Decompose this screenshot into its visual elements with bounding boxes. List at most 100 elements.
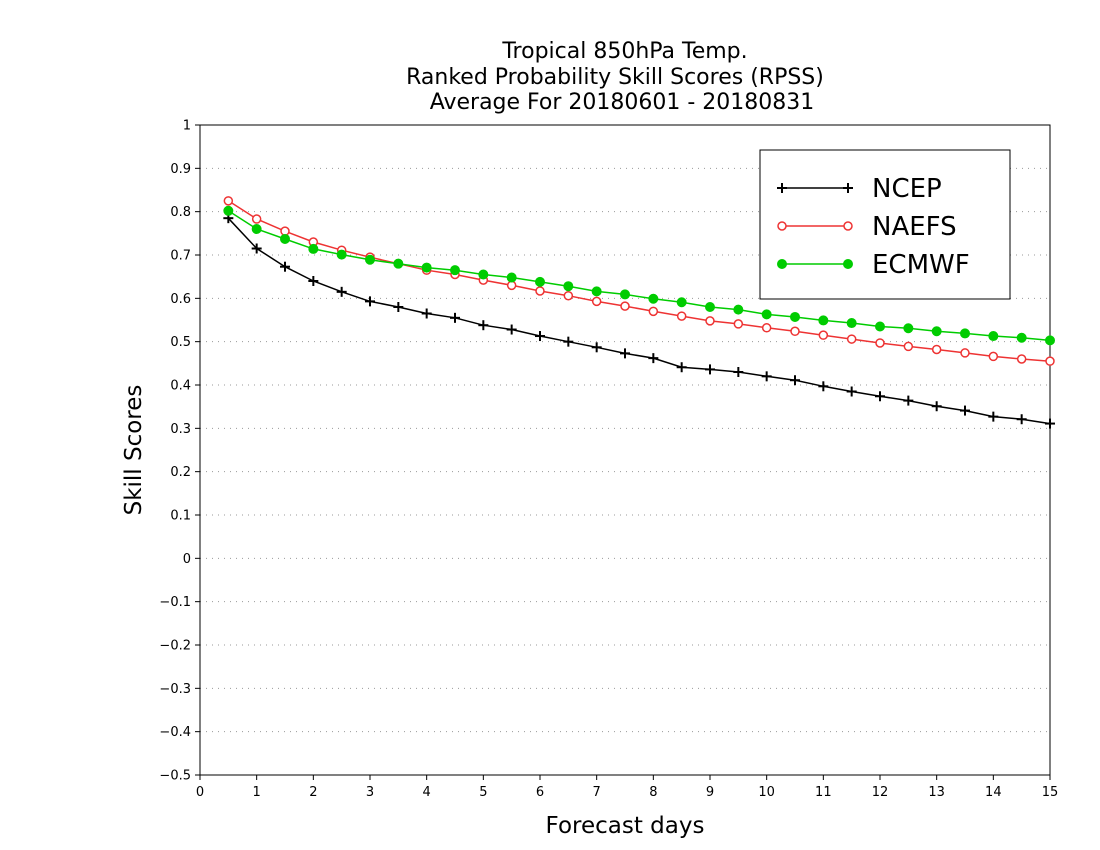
data-point-open-circle [818, 330, 829, 340]
y-tick-label: 0.2 [170, 465, 191, 480]
x-tick-label: 0 [196, 785, 204, 800]
data-point-plus [960, 405, 970, 416]
data-point-filled-circle [251, 224, 262, 234]
y-tick-label: 0.5 [170, 335, 191, 350]
data-point-filled-circle [988, 331, 999, 342]
y-tick-label: 0.9 [170, 162, 191, 177]
y-tick-label: −0.4 [159, 725, 191, 740]
legend-label: NAEFS [872, 212, 957, 242]
data-point-filled-circle [790, 311, 800, 322]
y-axis-title: Skill Scores [121, 385, 147, 516]
data-point-filled-circle [450, 265, 460, 276]
plot-frame [199, 124, 1051, 776]
data-point-open-circle [1016, 354, 1027, 364]
y-tick-label: 0.3 [170, 422, 191, 437]
legend-item-ecmwf: ECMWF [777, 250, 970, 280]
data-point-filled-circle [365, 254, 375, 265]
y-tick-label: −0.2 [159, 639, 191, 654]
data-point-filled-circle [393, 258, 404, 269]
data-point-open-circle [777, 221, 787, 231]
data-point-filled-circle [733, 304, 744, 315]
data-point-filled-circle [421, 262, 432, 273]
data-point-filled-circle [777, 259, 787, 269]
data-point-open-circle [563, 290, 574, 301]
data-point-filled-circle [705, 302, 715, 312]
data-point-open-circle [903, 341, 914, 352]
data-point-plus [818, 381, 829, 392]
y-tick-label: −0.5 [159, 769, 191, 784]
x-axis-title: Forecast days [546, 813, 705, 839]
data-point-filled-circle [931, 326, 942, 337]
y-tick-label: −0.1 [159, 595, 191, 610]
data-point-filled-circle [620, 289, 630, 300]
data-point-plus [365, 296, 375, 307]
x-tick-label: 9 [706, 785, 714, 800]
data-point-filled-circle [563, 281, 574, 292]
data-point-plus [478, 320, 489, 331]
data-point-filled-circle [478, 269, 489, 280]
data-point-plus [705, 364, 715, 375]
legend-item-ncep: NCEP [777, 174, 942, 204]
data-point-plus [280, 261, 290, 272]
x-tick-label: 13 [928, 785, 945, 800]
chart-title-line-3: Average For 20180601 - 20180831 [430, 90, 815, 115]
data-point-open-circle [648, 306, 659, 317]
x-tick-label: 3 [366, 785, 374, 800]
series-layer [223, 196, 1055, 429]
y-tick-label: 0.6 [170, 292, 191, 307]
data-point-plus [761, 371, 772, 382]
data-point-open-circle [960, 348, 970, 358]
legend: NCEP NAEFS ECMWF [759, 149, 1011, 300]
x-tick-label: 7 [593, 785, 601, 800]
legend-label: ECMWF [872, 250, 970, 280]
legend-item-naefs: NAEFS [777, 212, 957, 242]
data-point-filled-circle [843, 259, 853, 269]
data-point-filled-circle [308, 243, 319, 254]
y-tick-label: 0.8 [170, 205, 191, 220]
data-point-plus [903, 395, 914, 406]
x-tick-label: 4 [423, 785, 431, 800]
data-point-plus [843, 183, 853, 193]
data-point-filled-circle [960, 328, 970, 339]
legend-label: NCEP [872, 174, 942, 204]
y-tick-label: −0.3 [159, 682, 191, 697]
data-point-plus [790, 375, 800, 386]
series-naefs [223, 196, 1055, 366]
data-point-filled-circle [1016, 332, 1027, 343]
data-point-open-circle [1045, 356, 1055, 366]
x-tick-label: 5 [479, 785, 487, 800]
data-point-open-circle [761, 323, 772, 333]
legend-box [759, 149, 1011, 300]
x-tick-label: 10 [758, 785, 775, 800]
y-tick-label: 0.1 [170, 509, 191, 524]
data-point-open-circle [506, 280, 517, 291]
data-point-filled-circle [761, 309, 772, 320]
y-tick-label: 0.7 [170, 249, 191, 264]
data-point-plus [676, 362, 687, 373]
data-point-plus [777, 183, 787, 193]
data-point-filled-circle [506, 272, 517, 283]
y-tick-label: 0.4 [170, 379, 191, 394]
data-point-filled-circle [903, 323, 914, 334]
data-point-plus [648, 353, 659, 364]
data-point-open-circle [251, 214, 262, 224]
data-point-filled-circle [1045, 335, 1055, 346]
data-point-open-circle [988, 351, 999, 362]
data-point-filled-circle [535, 276, 545, 287]
data-point-plus [535, 331, 545, 342]
chart-title-line-2: Ranked Probability Skill Scores (RPSS) [406, 65, 824, 90]
data-point-filled-circle [676, 297, 687, 308]
data-point-plus [308, 276, 319, 286]
data-point-plus [450, 312, 460, 323]
data-point-plus [1045, 418, 1055, 429]
x-tick-label: 8 [649, 785, 657, 800]
data-point-plus [733, 367, 744, 377]
data-point-filled-circle [336, 249, 347, 260]
axis-ticks: −0.5 −0.4 −0.3 −0.2 −0.1 0 0.1 0.2 0.3 0.4 0.5 0.6 0… [159, 119, 1058, 801]
y-tick-label: 1 [183, 119, 191, 134]
data-point-open-circle [676, 311, 687, 321]
data-point-plus [931, 401, 942, 412]
x-tick-label: 6 [536, 785, 544, 800]
data-point-open-circle [591, 296, 602, 307]
x-tick-label: 14 [985, 785, 1002, 800]
